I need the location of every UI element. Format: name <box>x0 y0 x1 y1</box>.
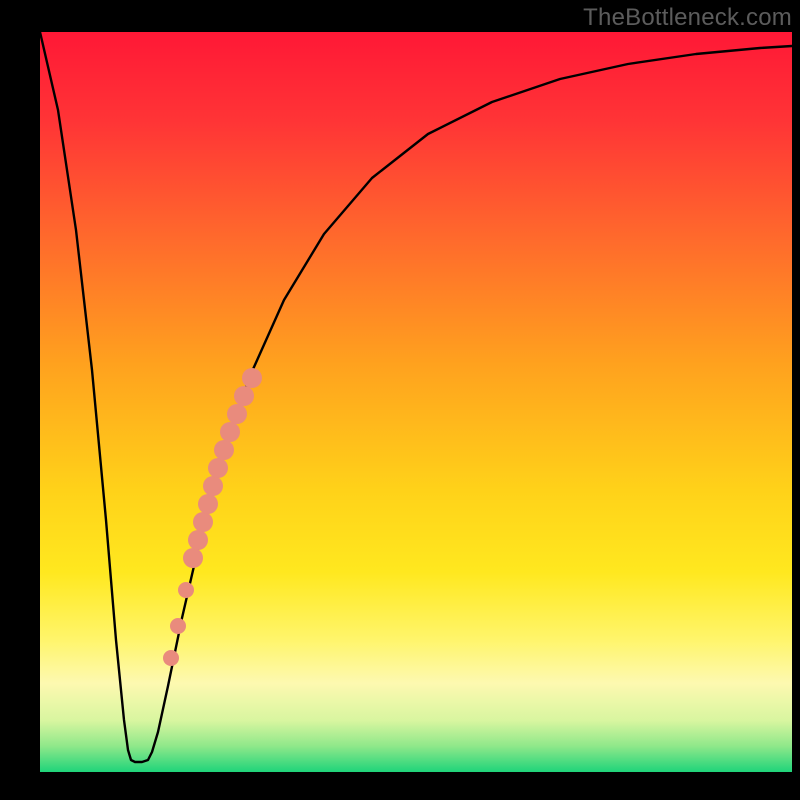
marker-point <box>227 404 247 424</box>
chart-stage: TheBottleneck.com <box>0 0 800 800</box>
marker-point <box>188 530 208 550</box>
frame-bar-bottom <box>0 772 800 800</box>
marker-point <box>203 476 223 496</box>
marker-point <box>242 368 262 388</box>
frame-bar-right <box>792 0 800 800</box>
marker-point <box>214 440 234 460</box>
marker-point <box>198 494 218 514</box>
marker-point <box>220 422 240 442</box>
frame-bar-left <box>0 0 40 800</box>
marker-point <box>193 512 213 532</box>
marker-point <box>178 582 194 598</box>
marker-point <box>170 618 186 634</box>
marker-point <box>163 650 179 666</box>
marker-point <box>208 458 228 478</box>
watermark-text: TheBottleneck.com <box>583 4 792 32</box>
marker-point <box>234 386 254 406</box>
chart-svg <box>0 0 800 800</box>
marker-point <box>183 548 203 568</box>
